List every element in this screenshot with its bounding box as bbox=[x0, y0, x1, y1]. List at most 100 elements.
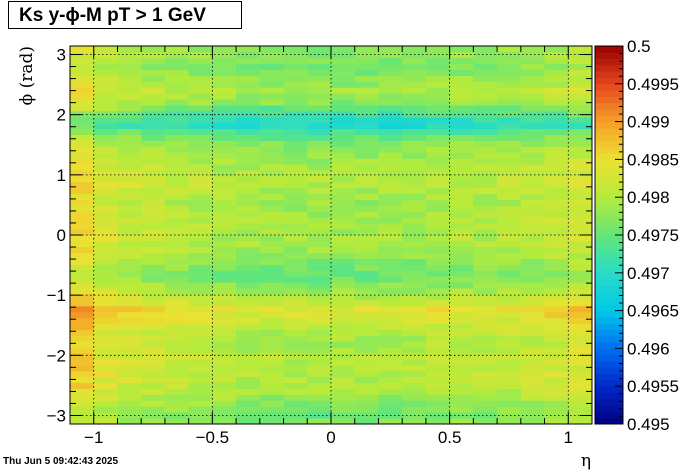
heatmap-cell bbox=[425, 46, 451, 53]
heatmap-cell bbox=[520, 170, 545, 177]
heatmap-cell bbox=[425, 382, 451, 389]
heatmap-cell bbox=[164, 164, 190, 171]
color-scale-segment bbox=[595, 392, 623, 400]
heatmap-cell bbox=[544, 75, 569, 82]
heatmap-cell bbox=[402, 311, 427, 319]
heatmap-cell bbox=[188, 152, 213, 159]
heatmap-cell bbox=[568, 146, 593, 153]
heatmap-cell bbox=[141, 134, 166, 141]
heatmap-cell bbox=[307, 57, 332, 65]
heatmap-cell bbox=[568, 128, 593, 135]
heatmap-cell bbox=[568, 205, 593, 212]
heatmap-cell bbox=[425, 229, 451, 236]
heatmap-cell bbox=[449, 246, 474, 254]
heatmap-cell bbox=[307, 388, 332, 395]
heatmap-cell bbox=[568, 294, 593, 301]
heatmap-cell bbox=[117, 299, 142, 307]
heatmap-cell bbox=[354, 235, 379, 242]
heatmap-cell bbox=[307, 258, 332, 265]
heatmap-cell bbox=[188, 205, 213, 212]
heatmap-cell bbox=[70, 276, 95, 283]
heatmap-cell bbox=[307, 140, 332, 147]
heatmap-cell bbox=[497, 323, 522, 330]
heatmap-cell bbox=[164, 81, 190, 88]
heatmap-cell bbox=[473, 229, 498, 236]
heatmap-cell bbox=[236, 110, 261, 118]
heatmap-cell bbox=[449, 152, 474, 159]
chart-title: Ks y-ϕ-M pT > 1 GeV bbox=[8, 1, 242, 29]
heatmap-cell bbox=[425, 418, 451, 425]
heatmap-cell bbox=[283, 376, 308, 384]
heatmap-cell bbox=[236, 193, 261, 200]
color-scale-label: 0.498 bbox=[627, 188, 670, 207]
color-scale-segment bbox=[595, 398, 623, 406]
heatmap-cell bbox=[236, 175, 261, 183]
heatmap-cell bbox=[354, 382, 379, 389]
heatmap-cell bbox=[283, 51, 308, 59]
heatmap-cell bbox=[331, 75, 356, 82]
heatmap-cell bbox=[568, 46, 593, 53]
heatmap-cell bbox=[520, 217, 545, 224]
heatmap-cell bbox=[354, 205, 379, 212]
heatmap-cell bbox=[497, 187, 522, 195]
heatmap-cell bbox=[283, 140, 308, 147]
heatmap-cell bbox=[236, 323, 261, 330]
heatmap-cell bbox=[259, 341, 284, 348]
heatmap-cell bbox=[544, 376, 569, 384]
heatmap-cell bbox=[259, 146, 284, 153]
heatmap-cell bbox=[473, 116, 498, 124]
heatmap-cell bbox=[117, 276, 142, 283]
heatmap-cell bbox=[259, 359, 284, 366]
heatmap-cell bbox=[283, 412, 308, 419]
heatmap-cell bbox=[354, 229, 379, 236]
color-scale-segment bbox=[595, 197, 623, 204]
color-scale-segment bbox=[595, 77, 623, 85]
heatmap-cell bbox=[568, 240, 593, 248]
heatmap-cell bbox=[449, 376, 474, 384]
heatmap-cell bbox=[568, 406, 593, 413]
heatmap-cell bbox=[449, 199, 474, 206]
heatmap-cell bbox=[236, 181, 261, 189]
color-scale-label: 0.4955 bbox=[627, 377, 679, 396]
heatmap-cell bbox=[117, 205, 142, 212]
heatmap-cell bbox=[473, 276, 498, 283]
heatmap-cell bbox=[283, 229, 308, 236]
heatmap-cell bbox=[164, 347, 190, 354]
color-scale-segment bbox=[595, 209, 623, 217]
heatmap-cell bbox=[402, 347, 427, 354]
heatmap-cell bbox=[164, 299, 190, 307]
heatmap-cell bbox=[425, 217, 451, 224]
heatmap-cell bbox=[117, 311, 142, 319]
color-scale-segment bbox=[595, 203, 623, 211]
heatmap-cell bbox=[568, 258, 593, 265]
heatmap-cell bbox=[449, 317, 474, 324]
heatmap-cell bbox=[141, 181, 166, 189]
heatmap-cell bbox=[164, 418, 190, 425]
heatmap-cell bbox=[402, 258, 427, 265]
heatmap-cell bbox=[378, 276, 403, 283]
heatmap-cell bbox=[520, 193, 545, 200]
heatmap-cell bbox=[449, 294, 474, 301]
heatmap-cell bbox=[307, 317, 332, 324]
heatmap-cell bbox=[520, 175, 545, 183]
heatmap-cell bbox=[259, 217, 284, 224]
heatmap-cell bbox=[283, 418, 308, 425]
heatmap-cell bbox=[117, 128, 142, 135]
heatmap-cell bbox=[520, 63, 545, 71]
heatmap-cell bbox=[283, 158, 308, 165]
heatmap-cell bbox=[164, 394, 190, 401]
heatmap-cell bbox=[354, 110, 379, 118]
heatmap-cell bbox=[331, 376, 356, 384]
color-scale-segment bbox=[595, 115, 623, 122]
heatmap-cell bbox=[188, 317, 213, 324]
heatmap-cell bbox=[164, 270, 190, 277]
heatmap-cell bbox=[212, 353, 237, 360]
heatmap-cell bbox=[236, 93, 261, 100]
heatmap-cell bbox=[188, 400, 213, 407]
heatmap-cell bbox=[402, 364, 427, 372]
heatmap-cell bbox=[117, 282, 142, 289]
heatmap-cell bbox=[473, 294, 498, 301]
heatmap-cell bbox=[93, 128, 118, 135]
heatmap-cell bbox=[141, 122, 166, 130]
heatmap-cell bbox=[497, 347, 522, 354]
